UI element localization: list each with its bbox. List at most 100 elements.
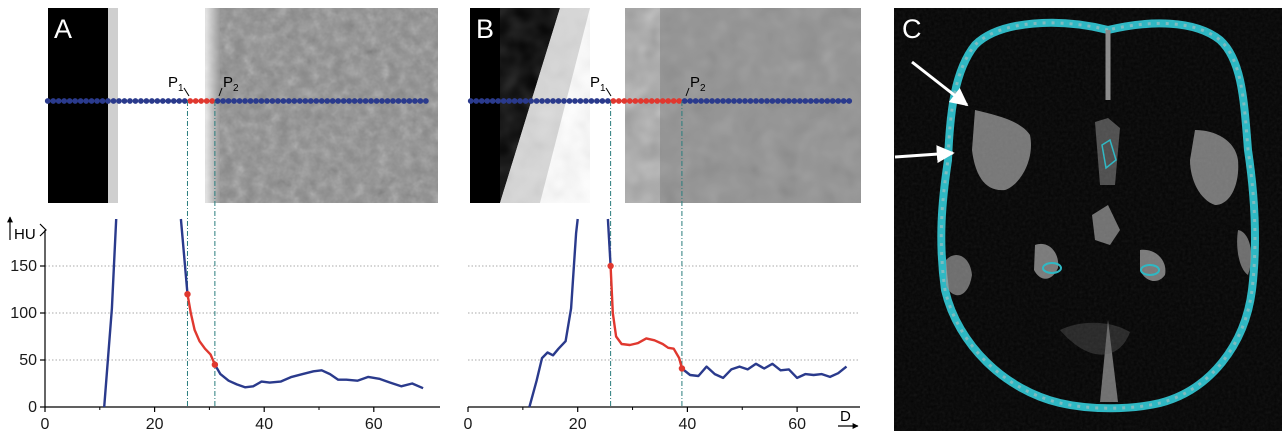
sample-dot xyxy=(406,98,413,104)
sample-dot xyxy=(764,98,770,104)
panel-a-p1-label: P1 xyxy=(168,74,190,97)
sample-dot xyxy=(528,98,534,104)
sample-dot xyxy=(709,98,715,104)
sample-dot xyxy=(654,98,661,104)
series-line-blue xyxy=(681,362,848,380)
y-tick-label: 50 xyxy=(19,352,37,369)
series-line-red xyxy=(186,293,217,366)
sample-dot xyxy=(758,98,765,104)
panel-a-hu-profile-plot: 0 50 100 150 0 20 40 60 xyxy=(10,101,440,433)
panel-b-hu-profile-plot: 0 20 40 60 xyxy=(464,101,860,433)
sample-dot xyxy=(94,98,100,104)
sample-dot xyxy=(687,98,694,104)
panel-b-letter: B xyxy=(476,14,494,44)
svg-text:P2: P2 xyxy=(223,74,239,94)
sample-dot xyxy=(824,98,831,104)
sample-dot xyxy=(610,98,617,104)
sample-dot xyxy=(818,98,825,104)
sample-dot xyxy=(681,98,688,104)
panel-a-ct-crop xyxy=(48,8,438,203)
sample-dot xyxy=(632,98,639,104)
sample-dot xyxy=(253,98,259,104)
sample-dot xyxy=(132,98,139,104)
svg-text:D: D xyxy=(840,408,851,425)
sample-dot xyxy=(506,98,513,104)
sample-dot xyxy=(220,98,227,104)
sample-dot xyxy=(346,98,353,104)
panel-b-tissue-region xyxy=(625,8,861,203)
sample-dot xyxy=(280,98,287,104)
sample-dot xyxy=(572,98,578,104)
panel-b-sample-line xyxy=(467,98,853,104)
arrow-lower xyxy=(894,145,955,164)
sample-dot xyxy=(802,98,809,104)
arrow-upper xyxy=(911,60,969,107)
sample-dot xyxy=(318,98,325,104)
sample-dot xyxy=(703,98,710,104)
sample-dot xyxy=(105,98,111,104)
segment-endpoint xyxy=(678,365,686,372)
sample-dot xyxy=(588,98,595,104)
sample-dot xyxy=(615,98,622,104)
sample-dot xyxy=(780,98,787,104)
sample-dot xyxy=(390,98,396,104)
sample-dot xyxy=(517,98,524,104)
sample-dot xyxy=(269,98,276,104)
sample-dot xyxy=(659,98,666,104)
svg-text:HU: HU xyxy=(14,226,36,243)
sample-dot xyxy=(807,98,814,104)
sample-dot xyxy=(769,98,776,104)
sample-dot xyxy=(835,98,842,104)
x-tick-label: 20 xyxy=(146,416,164,433)
sample-dot xyxy=(604,98,611,104)
series-line-red xyxy=(609,265,684,369)
sample-dot xyxy=(846,98,853,104)
segment-endpoint xyxy=(211,361,219,368)
sample-dot xyxy=(187,98,194,104)
sample-dot xyxy=(154,98,161,104)
sample-dot xyxy=(829,98,836,104)
sample-dot xyxy=(121,98,128,104)
segment-endpoint xyxy=(184,291,191,298)
sample-dot xyxy=(192,98,199,104)
sample-dot xyxy=(335,98,342,104)
x-tick-label: 0 xyxy=(464,416,473,433)
sample-dot xyxy=(511,98,518,104)
sample-dot xyxy=(676,98,683,104)
panel-b-p1-label: P1 xyxy=(590,74,612,97)
sample-dot xyxy=(50,98,57,104)
panel-a-sample-line xyxy=(44,98,429,104)
sample-dot xyxy=(181,98,188,104)
sample-dot xyxy=(692,98,699,104)
series-line-blue xyxy=(528,218,579,408)
panel-b-air-region xyxy=(470,8,560,203)
sample-dot xyxy=(648,98,655,104)
sample-dot xyxy=(555,98,562,104)
panel-a-p2-label: P2 xyxy=(218,74,239,97)
sample-dot xyxy=(583,98,589,104)
sample-dot xyxy=(88,98,95,104)
sample-dot xyxy=(138,98,144,104)
sample-dot xyxy=(72,98,79,104)
sample-dot xyxy=(495,98,502,104)
panel-c-letter: C xyxy=(902,14,922,44)
sample-dot xyxy=(665,98,672,104)
sample-dot xyxy=(747,98,754,104)
sample-dot xyxy=(247,98,254,104)
panel-c-axial-ct: C xyxy=(894,8,1282,431)
sample-dot xyxy=(170,98,177,104)
sample-dot xyxy=(44,98,51,104)
panel-a-tissue-region xyxy=(190,8,438,203)
x-axis-label: D xyxy=(838,408,859,429)
sample-dot xyxy=(566,98,573,104)
sample-dot xyxy=(379,98,385,104)
sample-dot xyxy=(225,98,232,104)
sample-dot xyxy=(110,98,117,104)
sample-dot xyxy=(637,98,644,104)
sample-dot xyxy=(198,98,205,104)
sample-dot xyxy=(176,98,183,104)
sample-dot xyxy=(275,98,281,104)
sample-dot xyxy=(742,98,748,104)
sample-dot xyxy=(731,98,737,104)
